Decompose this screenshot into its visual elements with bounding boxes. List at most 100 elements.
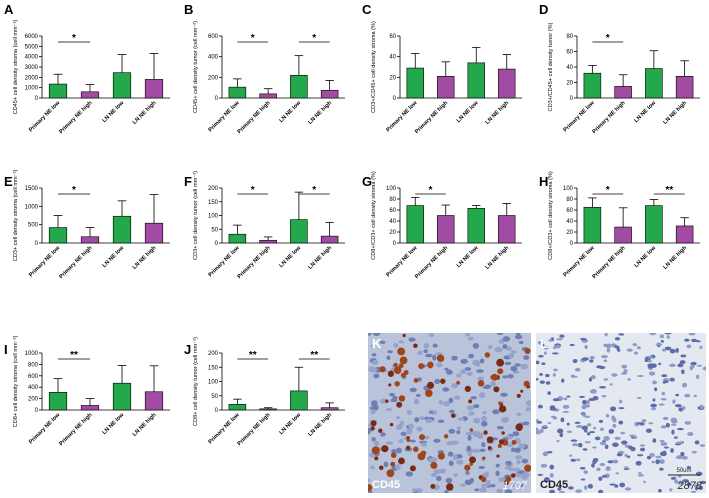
nucleus xyxy=(506,443,514,447)
nucleus xyxy=(481,483,488,489)
nucleus xyxy=(681,456,688,460)
nucleus xyxy=(372,404,379,411)
y-tick-label: 200 xyxy=(28,397,39,403)
y-tick-label: 40 xyxy=(389,219,396,225)
nucleus xyxy=(416,426,423,432)
nucleus xyxy=(409,439,416,443)
nucleus xyxy=(544,345,549,350)
nucleus xyxy=(465,470,470,476)
stained-cell xyxy=(379,465,384,471)
panel-letter: A xyxy=(4,2,14,17)
nucleus xyxy=(632,343,638,347)
nucleus xyxy=(694,440,700,445)
nucleus xyxy=(464,367,472,371)
nucleus xyxy=(539,428,544,433)
y-tick-label: 50 xyxy=(211,227,218,233)
nucleus xyxy=(574,367,581,372)
nucleus xyxy=(639,444,646,447)
nucleus xyxy=(699,345,703,349)
nucleus xyxy=(452,454,458,460)
nucleus xyxy=(686,466,692,469)
nucleus xyxy=(425,418,433,424)
y-tick-label: 150 xyxy=(208,200,219,206)
nucleus xyxy=(587,483,593,489)
nucleus xyxy=(664,333,672,335)
stained-cell xyxy=(451,413,456,418)
nucleus xyxy=(510,365,518,372)
nucleus xyxy=(525,406,531,412)
nucleus xyxy=(566,422,570,426)
nucleus xyxy=(536,430,541,435)
nucleus xyxy=(482,385,491,389)
nucleus xyxy=(476,369,484,373)
nucleus xyxy=(453,395,461,400)
nucleus xyxy=(428,333,435,338)
bar xyxy=(320,407,339,411)
nucleus xyxy=(513,467,521,472)
nucleus xyxy=(507,374,514,379)
nucleus xyxy=(583,470,588,474)
nucleus xyxy=(506,460,512,466)
image-id: 2878 xyxy=(677,480,703,492)
x-tick-label: Primary NE low xyxy=(28,100,62,134)
nucleus xyxy=(675,441,682,444)
y-tick-label: 80 xyxy=(566,34,573,40)
nucleus xyxy=(663,380,669,383)
nucleus xyxy=(674,404,682,408)
stained-cell xyxy=(413,378,419,383)
nucleus xyxy=(502,336,511,342)
significance-label: * xyxy=(251,33,255,44)
stained-cell xyxy=(525,466,530,471)
stained-cell xyxy=(510,473,516,478)
bar xyxy=(80,405,100,411)
stained-cell xyxy=(496,454,500,458)
panel-letter: B xyxy=(184,2,193,17)
nucleus xyxy=(456,373,462,378)
significance-label: * xyxy=(72,33,76,44)
y-tick-label: 1500 xyxy=(25,186,39,192)
nucleus xyxy=(598,365,606,370)
nucleus xyxy=(473,417,481,424)
y-tick-label: 0 xyxy=(35,241,39,247)
bar xyxy=(48,392,68,411)
nucleus xyxy=(408,337,416,342)
nucleus xyxy=(552,346,557,349)
bar xyxy=(144,222,164,244)
nucleus xyxy=(496,425,504,430)
nucleus xyxy=(676,427,684,431)
nucleus xyxy=(581,413,586,417)
bar xyxy=(675,76,694,99)
nucleus xyxy=(385,408,392,412)
nucleus xyxy=(586,423,592,427)
nucleus xyxy=(492,409,500,415)
stained-cell xyxy=(456,380,461,385)
nucleus xyxy=(391,448,397,454)
nucleus xyxy=(662,450,667,455)
nucleus xyxy=(417,377,422,382)
nucleus xyxy=(684,421,692,425)
nucleus xyxy=(490,381,497,387)
nucleus xyxy=(648,355,654,359)
y-axis-label: CD3+/CD45+ cell density stroma (%) xyxy=(371,21,377,113)
nucleus xyxy=(379,340,386,345)
nucleus xyxy=(659,439,665,443)
stained-cell xyxy=(406,438,411,443)
nucleus xyxy=(661,391,666,396)
nucleus xyxy=(662,416,669,421)
nucleus xyxy=(547,450,553,454)
nucleus xyxy=(658,403,665,406)
stained-cell xyxy=(498,439,505,445)
y-tick-label: 4000 xyxy=(25,55,39,61)
nucleus xyxy=(686,482,692,487)
y-tick-label: 20 xyxy=(566,81,573,87)
x-tick-label: LN NE low xyxy=(456,100,480,124)
nucleus xyxy=(618,333,625,336)
nucleus xyxy=(536,419,539,422)
y-tick-label: 0 xyxy=(215,408,219,414)
nucleus xyxy=(414,417,420,423)
y-tick-label: 20 xyxy=(566,230,573,236)
nucleus xyxy=(516,459,521,465)
x-tick-label: Primary NE high xyxy=(414,245,449,280)
bar xyxy=(290,219,308,244)
x-tick-label: Primary NE high xyxy=(237,245,272,280)
